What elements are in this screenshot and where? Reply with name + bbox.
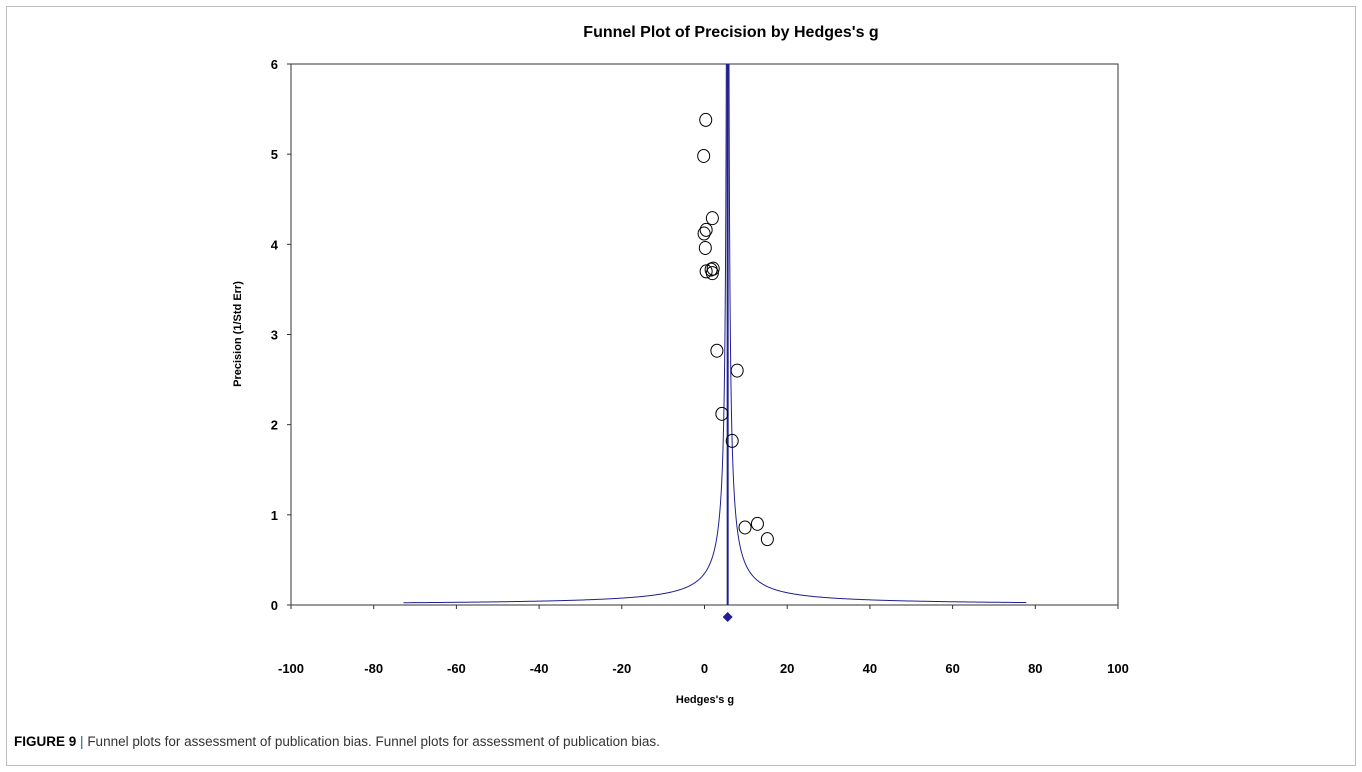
x-axis-title: Hedges's g — [676, 694, 734, 706]
study-point — [738, 520, 752, 535]
figure-caption: FIGURE 9 | Funnel plots for assessment o… — [14, 734, 660, 749]
funnel-right-bound — [728, 63, 1027, 604]
x-tick-label: -80 — [364, 661, 383, 676]
y-tick-label: 6 — [271, 57, 278, 72]
y-axis-title: Precision (1/Std Err) — [232, 281, 244, 387]
pooled-effect-diamond — [722, 612, 733, 622]
study-point — [699, 222, 713, 237]
funnel-left-bound — [403, 63, 727, 604]
study-point — [730, 363, 744, 378]
x-tick-label: -60 — [447, 661, 466, 676]
funnel-plot-chart: Funnel Plot of Precision by Hedges's g -… — [232, 24, 1129, 706]
x-tick-label: 20 — [780, 661, 794, 676]
x-tick-label: 100 — [1107, 661, 1129, 676]
caption-label: FIGURE 9 — [14, 734, 77, 749]
x-tick-label: 40 — [863, 661, 877, 676]
study-point — [750, 516, 764, 531]
caption-separator: | — [80, 734, 84, 749]
study-point — [760, 532, 774, 547]
plot-area — [290, 63, 1119, 606]
x-tick-label: -20 — [612, 661, 631, 676]
y-tick-label: 5 — [271, 147, 278, 162]
study-point — [699, 264, 713, 279]
study-point — [725, 433, 739, 448]
y-tick-label: 1 — [271, 508, 278, 523]
study-point — [698, 240, 712, 255]
x-tick-label: 60 — [945, 661, 959, 676]
y-tick-label: 3 — [271, 328, 278, 343]
study-point — [697, 226, 711, 241]
study-point — [705, 266, 719, 281]
chart-title: Funnel Plot of Precision by Hedges's g — [583, 24, 878, 41]
figure-frame — [6, 6, 1356, 766]
y-tick-label: 0 — [271, 598, 278, 613]
study-point — [710, 343, 724, 358]
study-point — [715, 406, 729, 421]
study-point — [697, 148, 711, 163]
study-point — [699, 112, 713, 127]
x-tick-label: -100 — [278, 661, 304, 676]
y-tick-label: 2 — [271, 418, 278, 433]
x-tick-label: 0 — [701, 661, 708, 676]
x-tick-label: -40 — [530, 661, 549, 676]
caption-text: Funnel plots for assessment of publicati… — [87, 734, 660, 749]
study-point — [705, 211, 719, 226]
y-tick-label: 4 — [271, 237, 279, 252]
x-tick-label: 80 — [1028, 661, 1042, 676]
